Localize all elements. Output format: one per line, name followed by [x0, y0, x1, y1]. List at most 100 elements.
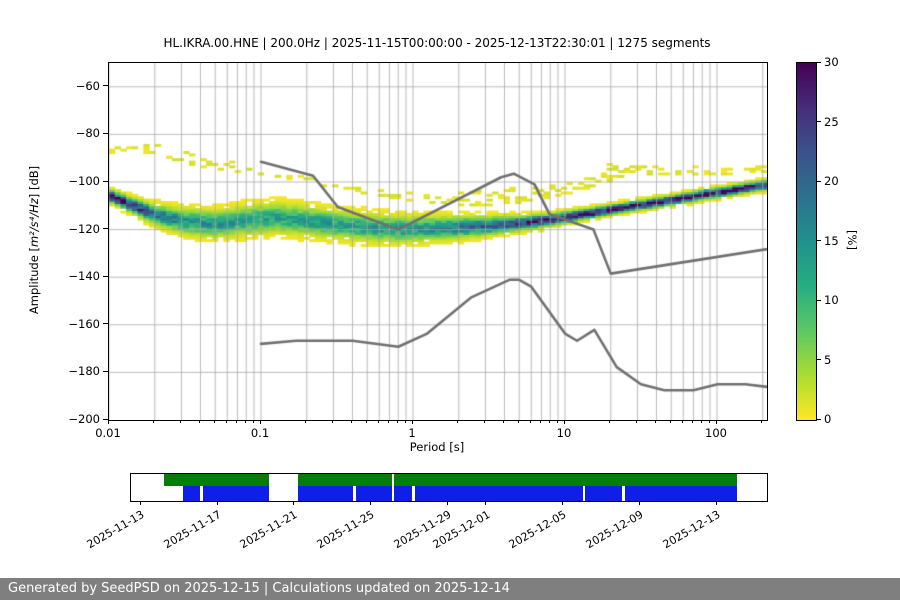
timeline-blue-segment — [624, 485, 738, 501]
x-tick-mark — [396, 420, 398, 423]
timeline-green-segment — [164, 474, 269, 486]
y-tick-label: −140 — [68, 269, 100, 284]
x-tick-mark — [404, 420, 406, 423]
x-tick-mark — [681, 420, 683, 423]
x-tick-mark — [563, 420, 565, 424]
x-tick-mark — [655, 420, 657, 423]
x-tick-mark — [609, 420, 611, 423]
colorbar-tick-label: 0 — [824, 412, 832, 426]
timeline-tick-mark — [485, 501, 487, 505]
x-tick-mark — [259, 420, 261, 424]
timeline-tick-mark — [369, 501, 372, 505]
x-tick-mark — [517, 420, 519, 423]
y-tick-mark — [103, 370, 108, 373]
y-tick-mark — [103, 180, 108, 182]
x-tick-mark — [548, 420, 550, 423]
footer-bar: Generated by SeedPSD on 2025-12-15 | Cal… — [0, 578, 900, 600]
y-tick-mark — [103, 85, 108, 87]
x-tick-mark — [387, 420, 390, 423]
x-tick-mark — [225, 420, 227, 423]
x-tick-label: 1 — [408, 426, 416, 440]
y-tick-label: −60 — [75, 78, 100, 93]
y-tick-label: −160 — [68, 316, 100, 331]
x-axis-label: Period [s] — [409, 440, 465, 454]
y-tick-label: −200 — [68, 412, 100, 426]
x-tick-mark — [484, 420, 486, 423]
y-tick-label: −80 — [75, 126, 100, 141]
x-tick-mark — [761, 420, 763, 423]
y-tick-label: −120 — [68, 221, 100, 236]
timeline-tick-mark — [216, 501, 218, 505]
timeline-green-segment — [298, 474, 392, 486]
x-tick-mark — [213, 420, 215, 423]
colorbar — [796, 62, 817, 421]
y-tick-label: −180 — [68, 364, 100, 379]
x-tick-mark — [691, 420, 694, 423]
y-tick-mark — [103, 275, 108, 277]
x-tick-mark — [715, 420, 717, 424]
timeline-tick-mark — [292, 501, 295, 505]
x-tick-mark — [332, 420, 334, 423]
colorbar-tick-mark — [817, 61, 821, 63]
y-axis-label: Amplitude [m²/s⁴/Hz] [dB] — [27, 165, 41, 315]
colorbar-tick-mark — [817, 359, 821, 361]
x-tick-mark — [244, 420, 246, 423]
y-tick-mark — [103, 323, 108, 325]
x-tick-mark — [556, 420, 558, 423]
timeline-blue-segment — [298, 485, 353, 501]
timeline-blue-segment — [183, 485, 201, 501]
x-tick-mark — [708, 420, 710, 423]
timeline-tick-mark — [561, 501, 564, 505]
y-tick-label: −100 — [68, 174, 100, 188]
colorbar-tick-label: 5 — [824, 352, 832, 367]
timeline-blue-segment — [355, 485, 392, 501]
plot-title: HL.IKRA.00.HNE | 200.0Hz | 2025-11-15T00… — [163, 36, 711, 50]
timeline-green-segment — [393, 474, 738, 486]
x-tick-label: 0.1 — [250, 426, 270, 440]
x-tick-mark — [107, 420, 109, 424]
x-tick-mark — [235, 420, 238, 423]
x-tick-mark — [700, 420, 702, 423]
timeline-tick-mark — [715, 501, 718, 505]
colorbar-tick-label: 15 — [824, 233, 839, 248]
timeline-blue-segment — [414, 485, 583, 501]
colorbar-tick-mark — [817, 121, 821, 123]
x-tick-mark — [252, 420, 254, 423]
colorbar-tick-mark — [817, 299, 821, 301]
y-tick-mark — [103, 132, 108, 135]
colorbar-tick-mark — [817, 240, 821, 242]
colorbar-tick-label: 20 — [824, 174, 839, 188]
y-tick-mark — [103, 418, 108, 420]
main-plot-axes — [108, 62, 768, 421]
timeline-tick-mark — [638, 501, 641, 505]
colorbar-label: [%] — [845, 230, 859, 250]
x-tick-mark — [351, 420, 353, 423]
x-tick-mark — [529, 420, 531, 423]
colorbar-tick-label: 30 — [824, 55, 839, 69]
x-tick-mark — [199, 420, 201, 423]
x-tick-mark — [365, 420, 367, 423]
colorbar-tick-mark — [817, 418, 821, 420]
x-tick-mark — [411, 420, 413, 424]
x-tick-label: 100 — [705, 426, 727, 440]
timeline-tick-mark — [446, 501, 449, 505]
x-tick-mark — [457, 420, 459, 423]
timeline-tick-mark — [139, 501, 141, 505]
x-tick-mark — [377, 420, 379, 423]
ppsd-heatmap-canvas — [109, 63, 767, 420]
x-tick-mark — [669, 420, 671, 423]
x-tick-label: 10 — [556, 426, 572, 440]
y-tick-mark — [103, 228, 108, 230]
x-tick-mark — [180, 420, 182, 423]
x-tick-mark — [636, 420, 638, 423]
timeline-blue-segment — [585, 485, 622, 501]
x-tick-mark — [305, 420, 307, 423]
timeline-blue-segment — [202, 485, 269, 501]
colorbar-tick-label: 25 — [824, 114, 839, 129]
x-tick-mark — [153, 420, 155, 423]
colorbar-tick-label: 10 — [824, 293, 839, 307]
x-tick-mark — [503, 420, 505, 423]
timeline-blue-segment — [393, 485, 413, 501]
coverage-timeline — [130, 473, 768, 502]
